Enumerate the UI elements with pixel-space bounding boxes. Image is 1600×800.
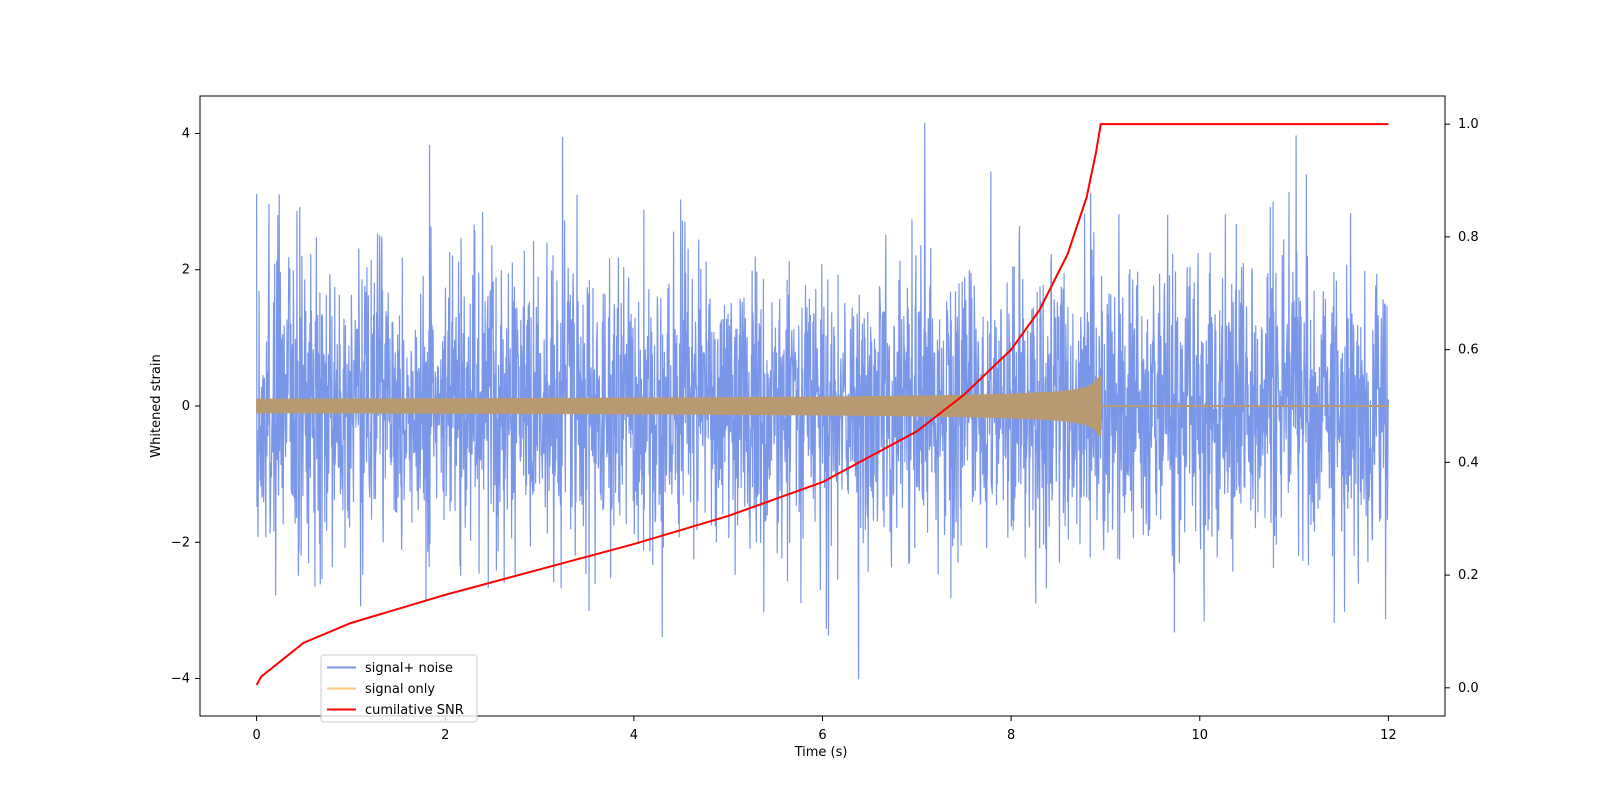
y2-tick-label: 0.2: [1458, 568, 1479, 583]
signal-only-series: [256, 374, 1389, 438]
legend-label-signal-noise: signal+ noise: [365, 661, 453, 676]
plot-area: [199, 95, 1446, 717]
y-tick-label: −4: [171, 672, 190, 687]
y2-tick-label: 0.8: [1458, 230, 1479, 245]
x-tick-label: 0: [252, 728, 260, 743]
y2-tick-label: 1.0: [1458, 117, 1479, 132]
x-tick-label: 8: [1007, 728, 1015, 743]
x-tick-label: 6: [818, 728, 826, 743]
x-tick-label: 10: [1191, 728, 1208, 743]
x-tick-label: 4: [630, 728, 638, 743]
y-axis-label: Whitened strain: [149, 354, 164, 457]
legend: signal+ noise signal only cumilative SNR: [320, 654, 478, 723]
y-axis-left: −4 −2 0 2 4 Whitened strain: [149, 126, 200, 687]
x-tick-label: 12: [1380, 728, 1397, 743]
y-tick-label: 4: [182, 126, 190, 141]
y2-tick-label: 0.0: [1458, 681, 1479, 696]
y-axis-right: 0.0 0.2 0.4 0.6 0.8 1.0: [1445, 117, 1479, 696]
y2-tick-label: 0.4: [1458, 455, 1479, 470]
signal-noise-series: [255, 122, 1390, 680]
signal-noise-trace: [255, 122, 1390, 680]
y-tick-label: −2: [171, 535, 190, 550]
x-tick-label: 2: [441, 728, 449, 743]
cumulative-snr-line: [255, 123, 1389, 686]
legend-box: [320, 654, 478, 723]
x-axis: 0 2 4 6 8 10 12 Time (s): [252, 716, 1397, 760]
legend-label-signal-only: signal only: [365, 682, 435, 697]
signal-only-envelope: [256, 374, 1102, 438]
legend-label-cumulative-snr: cumilative SNR: [365, 703, 464, 718]
y-tick-label: 2: [182, 263, 190, 278]
y2-tick-label: 0.6: [1458, 343, 1479, 358]
x-axis-label: Time (s): [794, 745, 848, 760]
y-tick-label: 0: [182, 399, 190, 414]
